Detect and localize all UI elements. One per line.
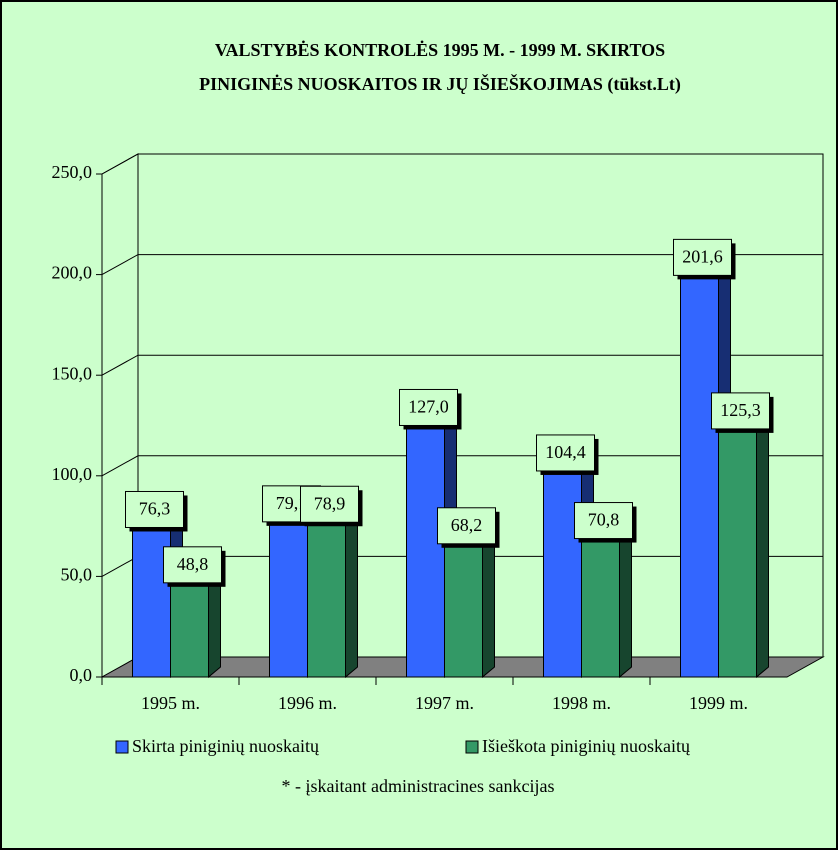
data-label: 48,8 — [177, 554, 209, 574]
data-label: 68,2 — [451, 515, 483, 535]
label-box — [163, 546, 222, 584]
bar — [406, 420, 445, 678]
bar — [269, 517, 308, 678]
y-tick-label: 0,0 — [70, 665, 93, 685]
bar — [444, 539, 483, 678]
label-box — [300, 485, 359, 523]
bar-side — [482, 528, 495, 679]
chart-title: VALSTYBĖS KONTROLĖS 1995 M. - 1999 M. SK… — [215, 40, 665, 60]
y-tick-label: 150,0 — [52, 363, 93, 383]
footnote: * - įskaitant administracines sankcijas — [282, 776, 555, 796]
bar — [718, 424, 757, 678]
legend-swatch — [465, 740, 479, 754]
x-tick-label: 1996 m. — [278, 693, 337, 713]
legend-swatch — [115, 740, 129, 754]
data-label: 127,0 — [408, 397, 449, 417]
x-tick-label: 1998 m. — [552, 693, 611, 713]
label-box — [437, 507, 496, 545]
label-box — [711, 392, 770, 430]
data-label: 125,3 — [720, 400, 761, 420]
bar-side — [345, 507, 358, 679]
bar-side — [756, 413, 769, 679]
grid-line — [101, 153, 823, 175]
x-tick-label: 1999 m. — [689, 693, 748, 713]
legend-label: Skirta piniginių nuoskaitų — [132, 736, 320, 756]
label-box — [673, 238, 732, 276]
data-label: 78,9 — [314, 493, 346, 513]
bar-side — [619, 523, 632, 679]
legend-label: Išieškota piniginių nuoskaitų — [482, 736, 691, 756]
x-tick-label: 1995 m. — [141, 693, 200, 713]
grid-line — [101, 354, 823, 376]
data-label: 201,6 — [682, 247, 723, 267]
bar — [581, 534, 620, 678]
data-label: 104,4 — [545, 442, 586, 462]
data-label: 70,8 — [588, 510, 620, 530]
grid-line — [101, 254, 823, 276]
y-tick-label: 100,0 — [52, 464, 93, 484]
bar — [543, 466, 582, 678]
label-box — [574, 502, 633, 540]
y-tick-label: 250,0 — [52, 162, 93, 182]
y-tick-label: 50,0 — [61, 565, 93, 585]
label-box — [125, 490, 184, 528]
bar — [170, 578, 209, 678]
bar — [680, 270, 719, 678]
bar — [307, 517, 346, 678]
label-box — [536, 434, 595, 472]
x-tick-label: 1997 m. — [415, 693, 474, 713]
y-tick-label: 200,0 — [52, 263, 93, 283]
data-label: 79,1 — [276, 493, 308, 513]
label-box — [399, 388, 458, 426]
data-label: 76,3 — [139, 499, 171, 519]
chart-title: PINIGINĖS NUOSKAITOS IR JŲ IŠIEŠKOJIMAS … — [199, 73, 681, 95]
